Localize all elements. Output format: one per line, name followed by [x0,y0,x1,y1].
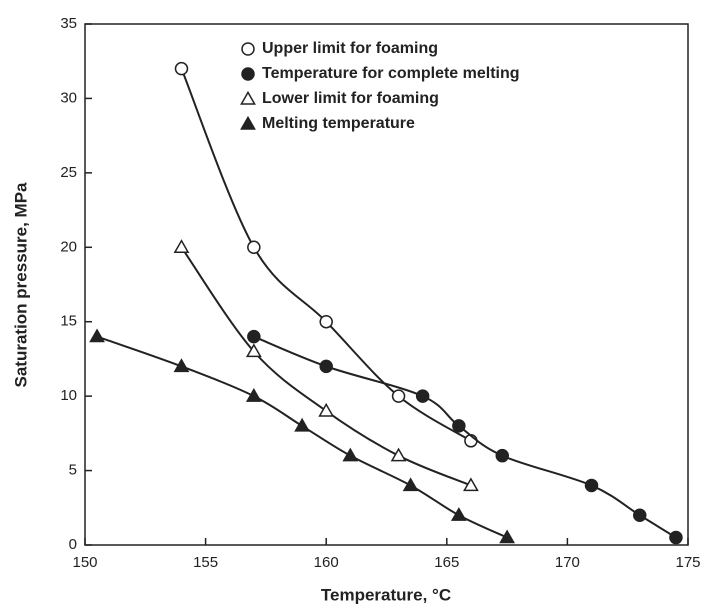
marker [499,529,515,544]
marker [247,240,261,255]
legend-label: Lower limit for foaming [262,90,439,107]
marker [463,477,479,492]
marker [173,358,190,373]
marker [391,389,406,403]
y-tick-label: 30 [60,89,77,106]
marker [247,329,261,344]
x-tick-label: 170 [555,554,580,571]
x-tick-label: 165 [434,554,459,571]
marker [173,239,190,253]
marker [584,478,599,493]
marker [342,447,359,462]
y-tick-label: 10 [60,387,77,404]
marker [415,389,430,403]
legend-label: Upper limit for foaming [262,40,438,57]
legend-marker [240,90,256,105]
marker [450,507,467,521]
x-tick-label: 175 [675,554,700,571]
marker [633,508,647,522]
x-axis-label: Temperature, °C [321,585,451,604]
fit-line [180,68,472,442]
x-tick-label: 160 [314,554,339,571]
marker [390,447,407,462]
marker [319,359,333,374]
marker [452,419,466,433]
legend-label: Melting temperature [262,115,415,132]
x-tick-label: 150 [72,554,97,571]
fit-line [96,335,508,539]
x-tick-label: 155 [193,554,218,571]
marker [319,314,333,329]
marker [402,477,419,492]
marker [669,530,683,545]
marker [245,388,262,402]
legend-marker [241,67,255,81]
y-tick-label: 25 [60,164,77,181]
y-tick-label: 0 [69,536,77,553]
y-tick-label: 15 [60,313,77,330]
legend-marker [240,115,256,130]
y-tick-label: 20 [60,238,77,255]
legend-label: Temperature for complete melting [262,65,520,82]
fit-line [180,246,472,487]
marker [495,448,510,463]
marker [89,328,105,343]
y-tick-label: 35 [60,15,77,32]
marker [318,402,335,417]
plot-frame [84,23,689,546]
y-tick-label: 5 [69,462,77,479]
y-axis-label: Saturation pressure, MPa [11,182,30,388]
marker [294,417,310,432]
marker [245,343,262,358]
marker [174,61,189,76]
legend-marker [241,42,255,56]
